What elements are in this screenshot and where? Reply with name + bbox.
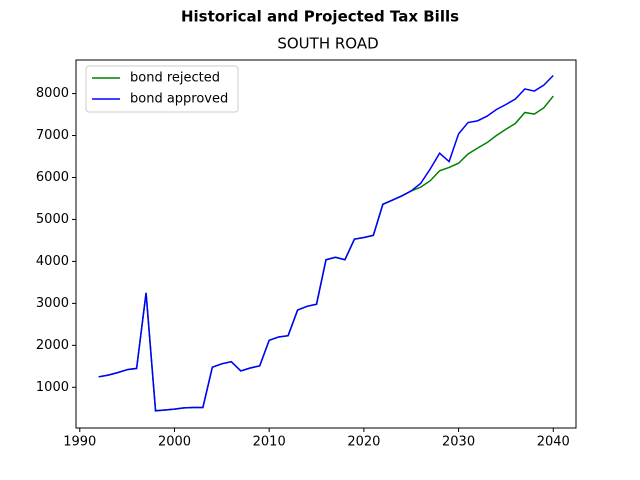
y-tick-label: 4000 (36, 254, 69, 269)
x-tick-label: 1990 (63, 435, 96, 450)
y-tick-label: 5000 (36, 212, 69, 227)
x-tick-label: 2000 (158, 435, 191, 450)
y-tick-label: 3000 (36, 296, 69, 311)
legend-label: bond approved (130, 92, 228, 107)
x-tick-label: 2010 (253, 435, 286, 450)
legend-label: bond rejected (130, 71, 220, 86)
x-tick-label: 2040 (537, 435, 570, 450)
series-line (98, 75, 554, 412)
y-tick-label: 8000 (36, 86, 69, 101)
y-tick-label: 6000 (36, 170, 69, 185)
y-tick-label: 7000 (36, 128, 69, 143)
x-tick-label: 2030 (442, 435, 475, 450)
plot-frame (75, 59, 577, 429)
chart-subtitle: SOUTH ROAD (277, 35, 378, 53)
series-line (98, 95, 554, 412)
x-tick-label: 2020 (347, 435, 380, 450)
legend-box (85, 65, 239, 113)
y-tick-label: 1000 (36, 380, 69, 395)
y-tick-label: 2000 (36, 338, 69, 353)
chart-title: Historical and Projected Tax Bills (181, 8, 459, 26)
